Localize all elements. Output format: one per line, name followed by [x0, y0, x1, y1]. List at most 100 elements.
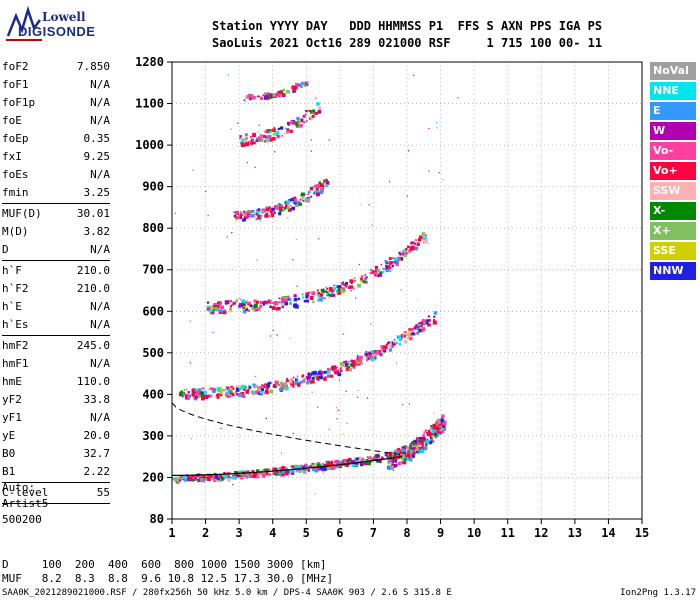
noise-point: [388, 469, 390, 471]
echo-point: [316, 188, 319, 191]
echo-point: [337, 460, 341, 464]
echo-point: [249, 470, 251, 473]
echo-point: [269, 93, 272, 96]
echo-point: [243, 216, 247, 220]
echo-point: [206, 301, 210, 304]
echo-point: [416, 332, 420, 335]
echo-point: [194, 475, 197, 479]
echo-point: [256, 469, 260, 473]
echo-point: [306, 380, 310, 384]
param-label: h`F2: [2, 282, 29, 295]
echo-point: [217, 478, 222, 482]
echo-point: [416, 331, 418, 334]
echo-point: [233, 473, 236, 476]
echo-point: [382, 270, 385, 274]
echo-point: [300, 194, 303, 196]
echo-point: [305, 295, 309, 299]
echo-point: [262, 385, 264, 387]
echo-point: [322, 187, 325, 189]
echo-point: [200, 477, 204, 481]
echo-point: [425, 321, 429, 325]
echo-point: [401, 446, 405, 450]
param-row: yF2 33.8: [2, 391, 110, 409]
echo-point: [230, 387, 233, 391]
x-tick-label: 15: [635, 526, 649, 540]
y-tick-label: 1100: [135, 97, 164, 111]
echo-point: [279, 204, 283, 208]
param-label: h`Es: [2, 318, 29, 331]
echo-point: [316, 463, 321, 468]
param-label: h`E: [2, 300, 22, 313]
echo-point: [393, 457, 397, 461]
echo-point: [421, 444, 424, 447]
echo-point: [337, 369, 340, 371]
echo-point: [316, 102, 320, 106]
echo-point: [394, 455, 397, 458]
echo-point: [388, 348, 393, 352]
echo-point: [378, 455, 380, 457]
echo-point: [395, 450, 400, 454]
echo-point: [266, 386, 269, 390]
noise-point: [269, 335, 272, 337]
noise-point: [457, 97, 459, 99]
echo-point: [267, 206, 271, 210]
echo-point: [395, 262, 399, 267]
echo-point: [272, 472, 276, 475]
echo-point: [248, 384, 250, 387]
echo-point: [345, 285, 348, 288]
x-tick-label: 7: [370, 526, 377, 540]
echo-point: [409, 332, 413, 336]
echo-point: [433, 315, 436, 318]
echo-point: [341, 282, 344, 285]
echo-point: [375, 350, 380, 355]
echo-point: [385, 343, 389, 347]
echo-point: [216, 304, 220, 308]
noise-point: [265, 417, 267, 420]
echo-point: [371, 270, 376, 274]
autoscaling-info: Auto: Artist5 500200: [2, 480, 48, 528]
auto-software: Artist5: [2, 497, 49, 510]
echo-point: [400, 253, 403, 256]
echo-point: [294, 464, 298, 469]
echo-point: [388, 341, 391, 344]
echo-point: [194, 395, 198, 399]
echo-point: [296, 378, 299, 381]
echo-point: [406, 245, 410, 248]
y-tick-label: 600: [142, 304, 164, 318]
echo-point: [295, 203, 299, 208]
echo-point: [255, 390, 260, 395]
echo-point: [421, 439, 425, 442]
echo-point: [274, 380, 279, 385]
echo-point: [284, 471, 288, 476]
noise-point: [232, 484, 234, 486]
echo-point: [327, 294, 329, 297]
echo-point: [352, 287, 355, 290]
echo-point: [207, 307, 210, 310]
echo-point: [325, 461, 328, 463]
echo-point: [315, 374, 318, 377]
echo-point: [243, 210, 245, 213]
echo-point: [256, 95, 259, 98]
echo-point: [283, 206, 287, 210]
echo-point: [293, 202, 296, 205]
noise-point: [274, 151, 276, 153]
echo-point: [259, 391, 263, 395]
legend-item: NNW: [650, 262, 696, 280]
echo-point: [293, 294, 297, 298]
noise-point: [220, 428, 222, 430]
noise-point: [237, 122, 239, 124]
echo-point: [292, 199, 296, 204]
echo-point: [294, 381, 299, 386]
echo-point: [345, 459, 350, 463]
echo-point: [269, 389, 274, 394]
echo-point: [301, 83, 304, 86]
echo-point: [351, 282, 353, 285]
noise-point: [317, 406, 319, 408]
echo-point: [365, 459, 369, 462]
param-label: foF1: [2, 78, 29, 91]
echo-point: [203, 475, 205, 478]
echo-point: [246, 299, 249, 302]
echo-point: [280, 385, 282, 387]
echo-point: [392, 453, 394, 456]
echo-point: [397, 462, 401, 466]
